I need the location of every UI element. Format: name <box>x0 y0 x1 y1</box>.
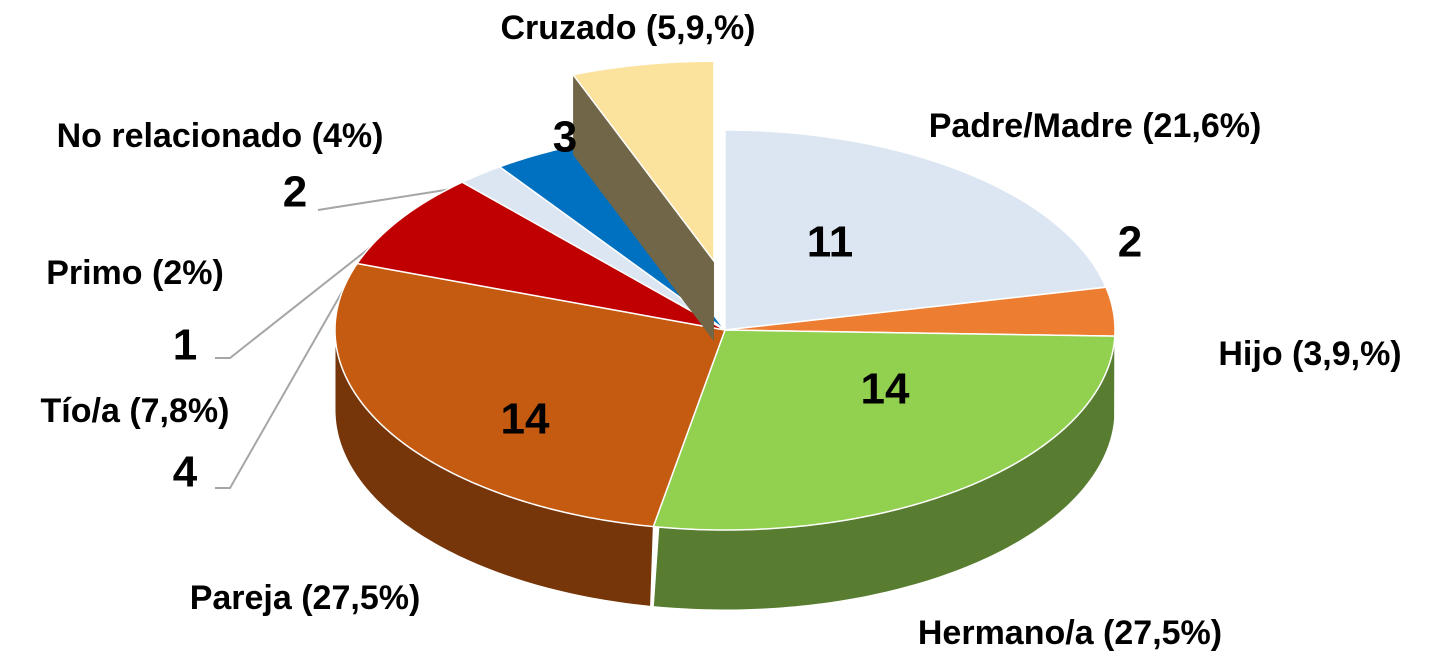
slice-top <box>334 262 727 528</box>
category-label: Pareja (27,5%) <box>190 579 421 617</box>
category-label: No relacionado (4%) <box>57 117 384 155</box>
data-label: 14 <box>501 395 550 444</box>
slice-top <box>355 181 726 331</box>
data-label: 1 <box>173 321 197 370</box>
slice <box>652 329 1116 611</box>
leader-line <box>317 187 459 211</box>
category-label: Padre/Madre (21,6%) <box>929 107 1262 145</box>
category-label: Hermano/a (27,5%) <box>918 614 1222 652</box>
slice-top <box>652 329 1116 531</box>
leader-line <box>215 219 406 359</box>
leader-line <box>215 277 351 489</box>
category-label: Tío/a (7,8%) <box>41 392 230 430</box>
slice-top <box>460 165 726 331</box>
category-label: Primo (2%) <box>46 254 224 292</box>
slice <box>571 60 715 342</box>
category-label: Hijo (3,9,%) <box>1218 335 1401 373</box>
data-label: 2 <box>1118 218 1142 267</box>
data-label: 11 <box>807 218 854 267</box>
data-label: 3 <box>553 113 577 162</box>
slice <box>334 262 727 607</box>
slice <box>460 165 726 331</box>
slice <box>724 129 1108 331</box>
data-label: 14 <box>861 365 910 414</box>
slice-top <box>724 286 1116 337</box>
slice-top <box>724 129 1108 331</box>
data-label: 2 <box>283 168 307 217</box>
category-label: Cruzado (5,9,%) <box>500 9 755 47</box>
slice-top <box>571 60 715 264</box>
slice <box>355 181 726 331</box>
slice-side <box>573 74 714 342</box>
data-label: 4 <box>173 448 198 497</box>
